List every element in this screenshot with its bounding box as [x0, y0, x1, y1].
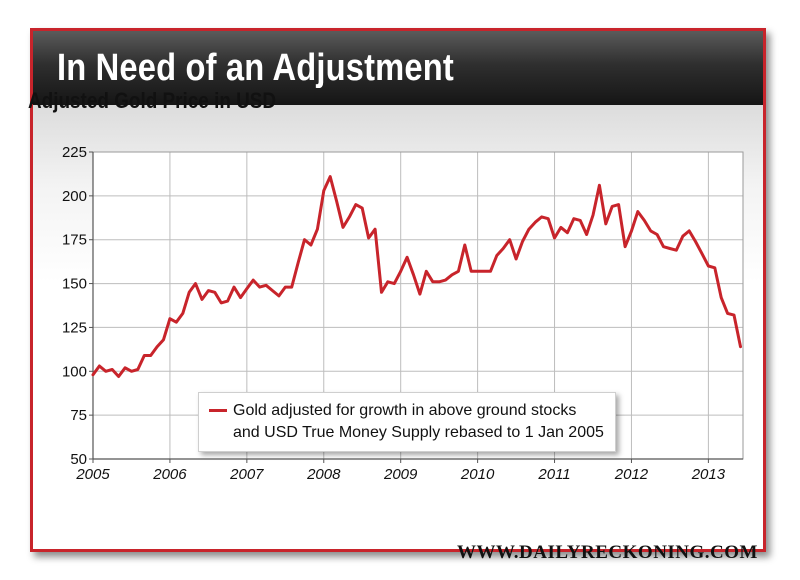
- chart-title: Adjusted Gold Price in USD: [28, 88, 277, 113]
- y-tick-label: 100: [62, 363, 87, 380]
- x-tick-label: 2008: [306, 466, 341, 483]
- legend-swatch: [209, 409, 227, 412]
- y-tick-label: 150: [62, 276, 87, 293]
- chart-legend: Gold adjusted for growth in above ground…: [198, 392, 616, 452]
- legend-label: Gold adjusted for growth in above ground…: [233, 400, 604, 444]
- y-tick-label: 175: [62, 232, 87, 249]
- x-tick-label: 2011: [537, 466, 570, 483]
- y-tick-label: 225: [62, 144, 87, 161]
- series-line: [91, 175, 742, 378]
- y-tick-label: 125: [62, 319, 87, 336]
- y-tick-label: 50: [70, 451, 87, 468]
- y-tick-label: 200: [62, 188, 87, 205]
- x-tick-label: 2013: [691, 466, 726, 483]
- title-banner: In Need of an Adjustment: [33, 31, 763, 105]
- banner-title: In Need of an Adjustment: [57, 47, 454, 89]
- x-tick-label: 2010: [460, 466, 495, 483]
- footer-url: WWW.DAILYRECKONING.COM: [457, 542, 758, 563]
- x-tick-label: 2007: [229, 466, 264, 483]
- x-tick-label: 2012: [614, 466, 649, 483]
- x-tick-label: 2006: [152, 466, 187, 483]
- legend-label-line1: Gold adjusted for growth in above ground…: [233, 402, 577, 419]
- y-tick-label: 75: [70, 407, 87, 424]
- x-tick-label: 2009: [383, 466, 418, 483]
- legend-label-line2: and USD True Money Supply rebased to 1 J…: [233, 424, 604, 441]
- x-tick-label: 2005: [75, 466, 110, 483]
